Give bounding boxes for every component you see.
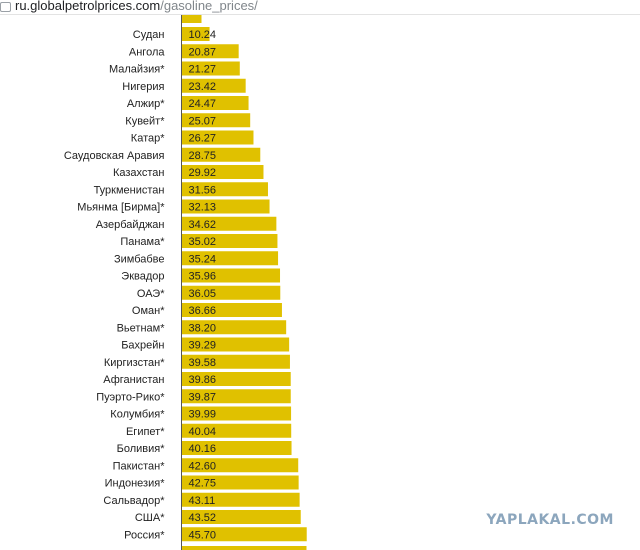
data-label: 32.13: [189, 202, 217, 214]
browser-url-bar[interactable]: ru.globalpetrolprices.com/gasoline_price…: [0, 0, 640, 15]
category-label[interactable]: Судан: [133, 29, 165, 41]
bar: [181, 303, 282, 317]
category-label[interactable]: Алжир*: [127, 98, 165, 110]
bar: [181, 165, 264, 179]
category-label[interactable]: Казахстан: [113, 167, 165, 179]
bar: [181, 406, 292, 421]
bar: [181, 147, 261, 162]
bar-partial-bottom: [181, 546, 307, 550]
bar: [181, 27, 210, 41]
bar: [181, 234, 278, 248]
bar: [181, 475, 299, 490]
data-label: 24.47: [189, 98, 217, 110]
bar: [181, 354, 290, 369]
category-label[interactable]: Панама*: [120, 236, 165, 248]
category-label[interactable]: ОАЭ*: [137, 288, 165, 300]
page-info-icon[interactable]: [0, 1, 11, 12]
data-label: 35.24: [189, 253, 217, 265]
category-label[interactable]: Малайзия*: [109, 64, 165, 76]
bar: [181, 527, 307, 542]
data-label: 43.52: [189, 512, 217, 524]
data-label: 42.60: [189, 460, 217, 472]
data-label: 36.66: [189, 305, 217, 317]
url-path: /gasoline_prices/: [160, 0, 258, 13]
bar: [181, 199, 270, 214]
data-label: 39.29: [189, 340, 217, 352]
data-label: 39.99: [189, 409, 217, 421]
data-label: 21.27: [189, 64, 217, 76]
data-label: 43.11: [189, 495, 216, 507]
category-label[interactable]: Туркменистан: [94, 184, 165, 196]
category-label[interactable]: США*: [135, 512, 165, 524]
bar: [181, 441, 292, 455]
bar: [181, 113, 251, 128]
data-label: 42.75: [189, 478, 217, 490]
data-label: 31.56: [189, 184, 217, 196]
category-label[interactable]: Оман*: [132, 305, 165, 317]
category-label[interactable]: Россия*: [124, 529, 165, 541]
category-label[interactable]: Зимбабве: [114, 253, 165, 265]
data-label: 26.27: [189, 133, 217, 145]
url-host: ru.globalpetrolprices.com: [15, 0, 161, 13]
bar: [181, 423, 292, 438]
bar: [181, 96, 249, 110]
bar: [181, 492, 300, 507]
category-label[interactable]: Боливия*: [117, 443, 166, 455]
bar: [181, 268, 281, 283]
watermark-text: YAPLAKAL.COM: [486, 512, 614, 528]
category-label[interactable]: Пакистан*: [113, 460, 166, 472]
category-label[interactable]: Кувейт*: [125, 115, 165, 127]
data-label: 45.70: [189, 529, 217, 541]
bar: [181, 78, 246, 93]
category-label[interactable]: Вьетнам*: [117, 322, 166, 334]
data-label: 40.16: [189, 443, 217, 455]
bar: [181, 61, 240, 76]
bar: [181, 182, 268, 197]
bar: [181, 337, 290, 352]
data-label: 28.75: [189, 150, 217, 162]
bar: [181, 510, 301, 524]
data-label: 36.05: [189, 288, 217, 300]
data-label: 35.96: [189, 271, 217, 283]
category-label[interactable]: Афганистан: [103, 374, 164, 386]
bar: [181, 389, 291, 404]
category-label[interactable]: Киргизстан*: [104, 357, 165, 369]
category-label[interactable]: Сальвадор*: [103, 495, 165, 507]
bar: [181, 44, 239, 59]
bar: [181, 251, 279, 266]
category-label[interactable]: Бахрейн: [121, 340, 164, 352]
category-label[interactable]: Эквадор: [121, 271, 164, 283]
bar: [181, 372, 291, 386]
bar: [181, 285, 281, 300]
bar: [181, 216, 277, 231]
data-label: 39.87: [189, 391, 217, 403]
data-label: 35.02: [189, 236, 217, 248]
data-label: 38.20: [189, 322, 217, 334]
category-label[interactable]: Пуэрто-Рико*: [96, 391, 165, 403]
data-label: 29.92: [189, 167, 217, 179]
data-label: 10.24: [189, 29, 217, 41]
data-label: 23.42: [189, 81, 217, 93]
bar: [181, 130, 254, 145]
category-label[interactable]: Колумбия*: [110, 409, 165, 421]
category-label[interactable]: Ангола: [129, 46, 165, 58]
data-label: 20.87: [189, 46, 217, 58]
category-label[interactable]: Индонезия*: [105, 478, 166, 490]
category-label[interactable]: Катар*: [131, 133, 165, 145]
data-label: 40.04: [189, 426, 217, 438]
bar: [181, 458, 299, 473]
category-label[interactable]: Египет*: [126, 426, 165, 438]
category-label[interactable]: Азербайджан: [96, 219, 165, 231]
category-label[interactable]: Нигерия: [122, 81, 164, 93]
bar: [181, 320, 287, 335]
category-label[interactable]: Мьянма [Бирма]*: [77, 202, 165, 214]
data-label: 39.86: [189, 374, 217, 386]
data-label: 34.62: [189, 219, 217, 231]
category-label[interactable]: Саудовская Аравия: [64, 150, 165, 162]
data-label: 25.07: [189, 115, 217, 127]
data-label: 39.58: [189, 357, 217, 369]
